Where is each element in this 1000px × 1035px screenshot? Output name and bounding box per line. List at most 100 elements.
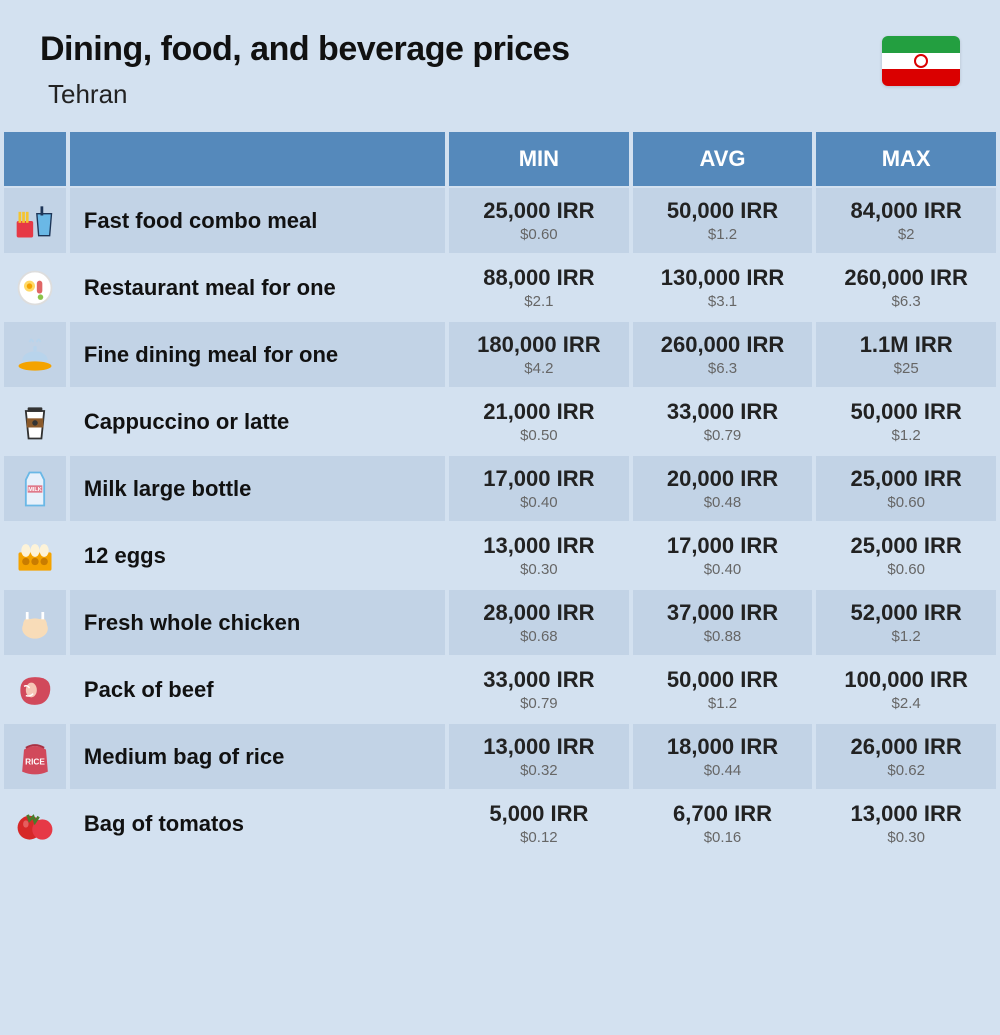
iran-flag-icon (882, 36, 960, 86)
price-irr: 13,000 IRR (449, 533, 629, 559)
item-label: Fresh whole chicken (70, 590, 445, 655)
item-label: Medium bag of rice (70, 724, 445, 789)
col-item (70, 132, 445, 186)
price-irr: 88,000 IRR (449, 265, 629, 291)
price-min: 17,000 IRR$0.40 (449, 456, 629, 521)
price-usd: $2.4 (816, 695, 996, 712)
rice-icon (4, 724, 66, 789)
price-min: 13,000 IRR $0.30 (449, 523, 629, 588)
col-icon (4, 132, 66, 186)
price-usd: $0.44 (633, 762, 813, 779)
price-usd: $0.40 (633, 561, 813, 578)
price-usd: $6.3 (816, 293, 996, 310)
price-usd: $0.30 (449, 561, 629, 578)
col-min: MIN (449, 132, 629, 186)
price-avg: 50,000 IRR $1.2 (633, 657, 813, 722)
price-min: 25,000 IRR $0.60 (449, 188, 629, 253)
page-title: Dining, food, and beverage prices (40, 30, 570, 69)
price-table: MIN AVG MAX Fast food combo meal25,000 I… (0, 130, 1000, 858)
price-avg: 17,000 IRR $0.40 (633, 523, 813, 588)
item-label: Bag of tomatos (70, 791, 445, 856)
price-avg: 6,700 IRR $0.16 (633, 791, 813, 856)
price-irr: 84,000 IRR (816, 198, 996, 224)
price-usd: $0.79 (449, 695, 629, 712)
price-irr: 50,000 IRR (633, 198, 813, 224)
price-irr: 13,000 IRR (816, 801, 996, 827)
price-usd: $6.3 (633, 360, 813, 377)
price-irr: 33,000 IRR (633, 399, 813, 425)
price-usd: $0.40 (449, 494, 629, 511)
table-row: Medium bag of rice13,000 IRR$0.3218,000 … (4, 724, 996, 789)
item-label: 12 eggs (70, 523, 445, 588)
price-max: 260,000 IRR$6.3 (816, 255, 996, 320)
price-irr: 37,000 IRR (633, 600, 813, 626)
price-max: 25,000 IRR$0.60 (816, 523, 996, 588)
price-usd: $0.30 (816, 829, 996, 846)
price-avg: 33,000 IRR $0.79 (633, 389, 813, 454)
restaurant-meal-icon (4, 255, 66, 320)
price-usd: $1.2 (633, 226, 813, 243)
price-irr: 6,700 IRR (633, 801, 813, 827)
table-row: Pack of beef33,000 IRR$0.7950,000 IRR $1.… (4, 657, 996, 722)
price-min: 21,000 IRR $0.50 (449, 389, 629, 454)
col-avg: AVG (633, 132, 813, 186)
price-usd: $0.16 (633, 829, 813, 846)
price-max: 100,000 IRR $2.4 (816, 657, 996, 722)
price-irr: 18,000 IRR (633, 734, 813, 760)
price-min: 88,000 IRR $2.1 (449, 255, 629, 320)
coffee-icon (4, 389, 66, 454)
price-usd: $0.62 (816, 762, 996, 779)
price-usd: $0.48 (633, 494, 813, 511)
price-irr: 5,000 IRR (449, 801, 629, 827)
table-row: Restaurant meal for one88,000 IRR $2.1130… (4, 255, 996, 320)
table-row: Fresh whole chicken28,000 IRR$0.6837,000… (4, 590, 996, 655)
fine-dining-icon (4, 322, 66, 387)
price-max: 1.1M IRR $25 (816, 322, 996, 387)
price-irr: 100,000 IRR (816, 667, 996, 693)
item-label: Fine dining meal for one (70, 322, 445, 387)
item-label: Restaurant meal for one (70, 255, 445, 320)
price-irr: 28,000 IRR (449, 600, 629, 626)
price-usd: $25 (816, 360, 996, 377)
price-max: 52,000 IRR $1.2 (816, 590, 996, 655)
price-irr: 17,000 IRR (633, 533, 813, 559)
price-usd: $3.1 (633, 293, 813, 310)
price-irr: 50,000 IRR (633, 667, 813, 693)
table-header-row: MIN AVG MAX (4, 132, 996, 186)
table-row: 12 eggs13,000 IRR $0.3017,000 IRR $0.4025,… (4, 523, 996, 588)
price-usd: $0.88 (633, 628, 813, 645)
price-usd: $1.2 (816, 427, 996, 444)
price-irr: 26,000 IRR (816, 734, 996, 760)
price-avg: 18,000 IRR $0.44 (633, 724, 813, 789)
col-max: MAX (816, 132, 996, 186)
price-irr: 1.1M IRR (816, 332, 996, 358)
table-row: Milk large bottle17,000 IRR$0.4020,000 I… (4, 456, 996, 521)
price-min: 33,000 IRR$0.79 (449, 657, 629, 722)
price-irr: 20,000 IRR (633, 466, 813, 492)
price-usd: $2 (816, 226, 996, 243)
price-irr: 52,000 IRR (816, 600, 996, 626)
price-usd: $0.60 (816, 561, 996, 578)
price-max: 50,000 IRR $1.2 (816, 389, 996, 454)
price-min: 13,000 IRR$0.32 (449, 724, 629, 789)
header-text: Dining, food, and beverage prices Tehran (40, 30, 570, 110)
price-irr: 130,000 IRR (633, 265, 813, 291)
price-max: 13,000 IRR $0.30 (816, 791, 996, 856)
city-name: Tehran (48, 79, 570, 110)
price-usd: $1.2 (816, 628, 996, 645)
item-label: Pack of beef (70, 657, 445, 722)
price-usd: $2.1 (449, 293, 629, 310)
price-irr: 260,000 IRR (633, 332, 813, 358)
price-usd: $0.60 (449, 226, 629, 243)
item-label: Milk large bottle (70, 456, 445, 521)
price-irr: 50,000 IRR (816, 399, 996, 425)
price-usd: $0.50 (449, 427, 629, 444)
item-label: Fast food combo meal (70, 188, 445, 253)
price-usd: $0.79 (633, 427, 813, 444)
price-irr: 25,000 IRR (449, 198, 629, 224)
milk-icon (4, 456, 66, 521)
table-row: Fast food combo meal25,000 IRR $0.6050,00… (4, 188, 996, 253)
price-irr: 21,000 IRR (449, 399, 629, 425)
table-row: Fine dining meal for one180,000 IRR$4.22… (4, 322, 996, 387)
price-usd: $1.2 (633, 695, 813, 712)
